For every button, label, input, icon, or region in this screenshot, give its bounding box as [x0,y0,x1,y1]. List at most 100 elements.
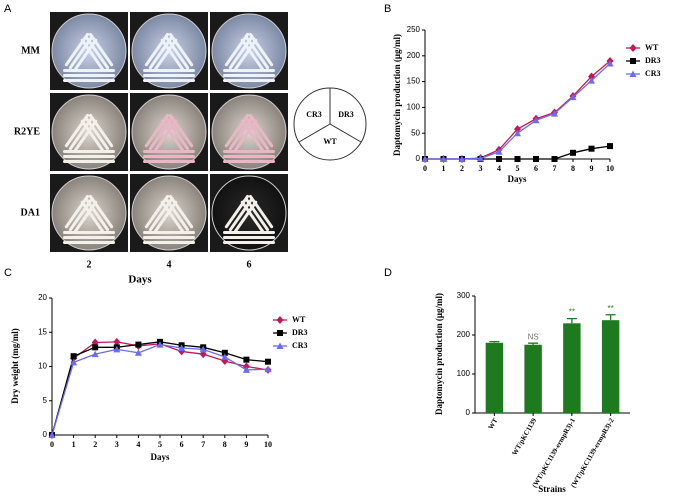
bar [485,342,504,413]
streak [73,200,98,234]
streak [148,116,174,151]
streak [63,150,115,153]
y-tick-label: 10 [38,362,47,371]
marker [178,344,186,352]
streak [80,200,105,234]
bar [524,344,542,413]
bar [601,320,620,413]
row-label: MM [21,45,40,56]
marker [135,341,142,348]
streak [143,69,195,72]
x-tick-label: (WT/pKC1139-ermpR3)-2 [569,416,616,489]
marker [588,77,595,84]
legend-marker [276,316,284,324]
marker [70,358,78,366]
streak [63,236,115,239]
plate-photo [50,12,128,90]
marker [264,365,272,373]
streak [84,197,110,232]
x-axis-title: Days [507,174,526,184]
x-tick-label: 10 [264,440,272,449]
x-tick-label: 4 [136,440,140,449]
legend-label: DR3 [645,56,661,65]
marker [440,155,447,162]
marker [421,155,429,162]
marker [221,349,228,356]
x-tick-label: 10 [606,164,614,173]
streak [240,119,265,153]
streak [68,35,94,70]
sector-label: DR3 [338,110,354,119]
marker [199,345,207,353]
streak [153,119,178,153]
streak [233,38,258,72]
column-label: 6 [247,259,252,270]
streak [223,79,275,82]
panel-letter: D [384,267,392,279]
y-tick-label: 0 [466,408,471,417]
plate-diagram [293,87,367,161]
bar [563,323,581,413]
streak [88,32,114,67]
x-tick-label: 2 [460,164,464,173]
panel-letter: B [384,3,391,15]
x-tick-label: 3 [115,440,119,449]
plate-photo [50,93,128,171]
legend-marker [629,70,637,77]
marker [514,129,521,137]
streak [168,113,194,148]
plate-photo [130,174,208,252]
streak [168,32,194,67]
marker [569,93,577,101]
marker [588,145,595,152]
streak [73,119,98,153]
streak [68,197,94,232]
row-label: R2YE [14,126,40,137]
y-tick-label: 250 [407,25,421,34]
streak [63,241,115,244]
streak [143,74,195,77]
significance-label: ** [608,304,614,313]
x-tick-label: 8 [223,440,227,449]
series-line [425,60,611,160]
streak [244,116,270,151]
marker [607,143,613,150]
plate-photo [130,93,208,171]
x-tick-label: WT/pKC1139 [511,416,539,456]
streak [148,35,174,70]
error-bar [605,314,616,321]
streak [244,197,270,232]
streak [88,113,114,148]
x-axis-title: Days [150,452,169,462]
streak [228,197,254,232]
x-tick-label: 6 [534,164,538,173]
error-bar [489,340,500,343]
marker [551,156,558,162]
series-line [51,343,269,436]
streak [143,79,195,82]
streak [80,38,105,72]
y-tick-label: 200 [407,51,421,60]
streak [164,116,190,151]
streak [143,241,195,244]
series-line [51,341,269,436]
x-axis-title: Days [128,274,152,286]
streak [143,150,195,153]
legend-marker [276,342,284,349]
x-tick-label: 6 [180,440,184,449]
x-tick-label: 7 [553,164,557,173]
streak [153,38,178,72]
y-tick-label: 50 [411,128,420,137]
streak [248,32,274,67]
streak [143,231,195,234]
marker [91,350,99,358]
column-label: 2 [87,259,92,270]
marker [221,353,229,360]
streak [63,231,115,234]
x-tick-label: 5 [158,440,162,449]
error-bar [528,342,539,345]
streak [63,69,115,72]
y-tick-label: 200 [457,330,471,339]
streak [168,194,194,229]
y-axis-title: Dry weight (mg/ml) [10,328,20,403]
